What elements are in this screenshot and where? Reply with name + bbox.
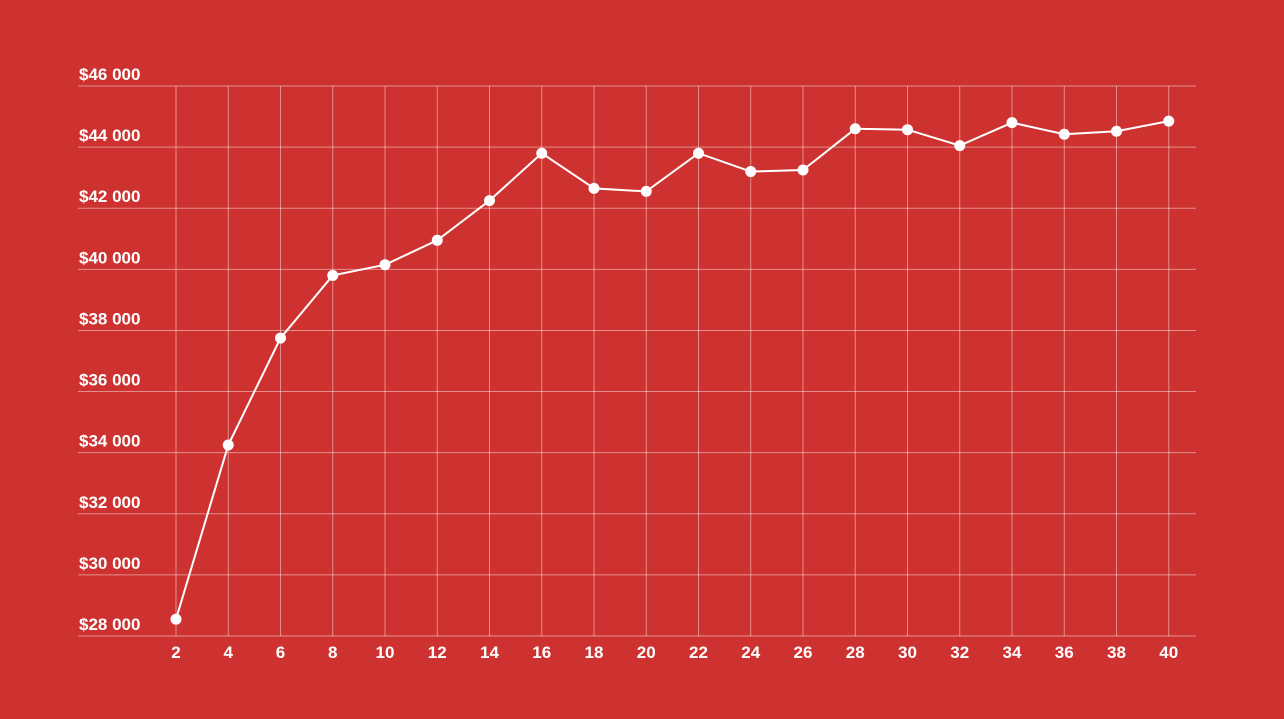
y-tick-label: $30 000	[79, 554, 140, 573]
x-tick-label: 14	[480, 643, 499, 662]
x-axis-tick-labels: 2 4 6 8 10 12 14 16 18 20 22 24 26 28 30 32 34 36 38 40	[171, 643, 1178, 662]
data-point	[170, 613, 182, 625]
data-point	[849, 123, 861, 135]
data-point	[1111, 125, 1122, 137]
y-tick-label: $28 000	[79, 615, 140, 634]
x-tick-label: 10	[376, 643, 395, 662]
x-tick-label: 32	[950, 643, 969, 662]
data-point	[640, 185, 652, 197]
data-point	[1006, 117, 1018, 129]
x-tick-label: 20	[637, 643, 656, 662]
horizontal-gridlines	[78, 85, 1196, 637]
data-point	[745, 166, 757, 178]
x-tick-label: 24	[741, 643, 760, 662]
data-point	[431, 234, 443, 246]
y-tick-label: $40 000	[79, 248, 140, 267]
x-tick-label: 12	[428, 643, 447, 662]
y-tick-label: $44 000	[79, 126, 140, 145]
x-tick-label: 30	[898, 643, 917, 662]
data-point	[536, 147, 548, 159]
x-tick-label: 36	[1055, 643, 1074, 662]
x-tick-label: 18	[585, 643, 604, 662]
x-tick-label: 22	[689, 643, 708, 662]
data-point	[797, 164, 809, 176]
data-point	[902, 124, 913, 136]
y-tick-label: $38 000	[79, 309, 140, 328]
y-tick-label: $36 000	[79, 371, 140, 390]
data-point	[588, 182, 600, 194]
series-group	[170, 115, 1175, 625]
x-tick-label: 40	[1159, 643, 1178, 662]
x-tick-label: 26	[794, 643, 813, 662]
y-tick-label: $42 000	[79, 187, 140, 206]
data-point	[1058, 128, 1070, 140]
data-point	[1163, 115, 1175, 127]
x-tick-label: 38	[1107, 643, 1126, 662]
data-point	[275, 332, 286, 344]
data-point	[484, 195, 495, 207]
x-tick-label: 8	[328, 643, 337, 662]
data-point	[222, 439, 234, 451]
x-tick-label: 16	[532, 643, 551, 662]
x-tick-label: 34	[1003, 643, 1022, 662]
data-point	[954, 140, 966, 152]
y-tick-label: $32 000	[79, 493, 140, 512]
x-tick-label: 28	[846, 643, 865, 662]
y-tick-label: $34 000	[79, 432, 140, 451]
y-axis-tick-labels: $28 000 $30 000 $32 000 $34 000 $36 000 $38 0…	[79, 65, 140, 634]
series-line	[175, 120, 1169, 620]
y-tick-label: $46 000	[79, 65, 140, 84]
x-tick-label: 2	[171, 643, 180, 662]
data-point	[379, 259, 391, 271]
x-tick-label: 4	[224, 643, 234, 662]
data-point	[327, 269, 339, 281]
vertical-gridlines	[175, 86, 1170, 636]
data-point	[693, 147, 704, 159]
x-tick-label: 6	[276, 643, 285, 662]
